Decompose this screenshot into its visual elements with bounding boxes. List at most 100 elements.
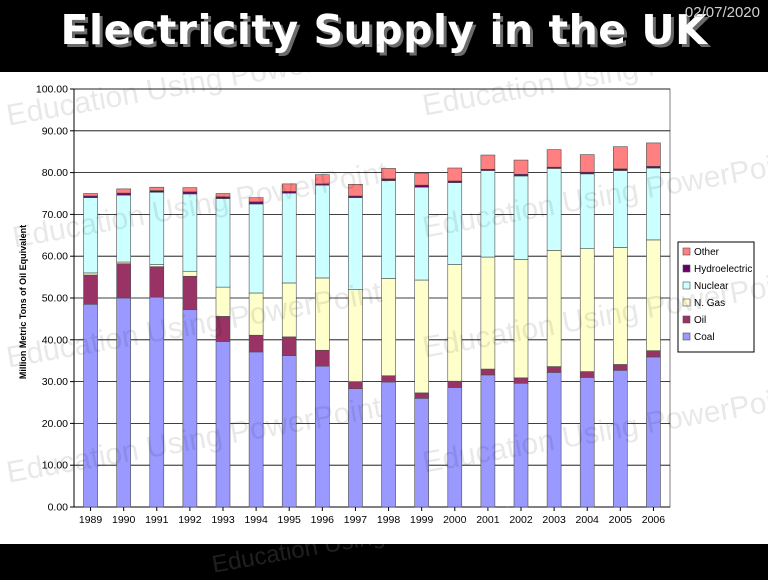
y-tick-label: 10.00 <box>42 460 68 472</box>
legend-label-nuclear: Nuclear <box>694 281 729 292</box>
bar-n-gas-2000 <box>447 264 463 382</box>
bar-stack-1994 <box>248 197 264 508</box>
bar-other-2000 <box>447 167 463 182</box>
bar-nuclear-1991 <box>149 191 165 265</box>
bar-stack-1993 <box>215 193 231 508</box>
bar-coal-1995 <box>281 355 297 508</box>
bar-oil-1999 <box>414 392 429 399</box>
slide-date: 02/07/2020 <box>684 4 760 21</box>
bar-coal-1992 <box>182 309 198 508</box>
bar-nuclear-1996 <box>315 184 330 279</box>
bottom-bar: Education Using PowerPoint <box>0 499 768 579</box>
bar-other-2005 <box>613 146 628 170</box>
bar-hydroelectric-1990 <box>116 192 131 196</box>
bar-nuclear-1994 <box>248 203 264 294</box>
bar-oil-1994 <box>248 334 264 353</box>
bar-other-2006 <box>646 142 661 167</box>
bar-hydroelectric-1999 <box>414 184 429 188</box>
bar-stack-2001 <box>480 154 496 508</box>
slide-canvas: 0.00 10.00 20.00 30.00 40.00 50.00 60.00 70.00 8… <box>0 24 768 544</box>
bar-other-1997 <box>348 184 363 197</box>
y-axis-label: Million Metric Tons of Oil Equivalent <box>18 225 28 379</box>
legend-swatch-hydroelectric <box>682 264 691 273</box>
bar-nuclear-2005 <box>613 170 628 248</box>
bar-oil-2002 <box>513 377 529 384</box>
legend-label-other: Other <box>694 247 720 258</box>
bar-stack-2004 <box>579 154 595 508</box>
bar-coal-1991 <box>149 296 165 508</box>
bar-nuclear-1997 <box>348 197 363 290</box>
legend-swatch-other <box>682 247 691 256</box>
legend-swatch-coal <box>682 332 691 341</box>
bar-nuclear-1989 <box>83 197 98 274</box>
bar-other-1993 <box>215 193 231 198</box>
bar-nuclear-1999 <box>414 186 429 281</box>
bar-oil-2004 <box>579 371 595 378</box>
bar-coal-1998 <box>381 381 396 508</box>
bar-coal-2004 <box>579 377 595 508</box>
stacked-bar-chart: 0.00 10.00 20.00 30.00 40.00 50.00 60.00 70.00 8… <box>18 84 755 526</box>
bar-nuclear-2006 <box>646 167 661 241</box>
y-tick-label: 80.00 <box>42 167 68 179</box>
bar-oil-2003 <box>546 366 562 373</box>
y-tick-label: 100.00 <box>36 84 68 96</box>
legend-label-n-gas: N. Gas <box>694 298 725 309</box>
bar-coal-1989 <box>83 303 98 508</box>
bar-n-gas-1991 <box>149 264 165 267</box>
bar-stack-2000 <box>447 167 463 508</box>
bar-oil-1997 <box>348 381 363 390</box>
bar-stack-1997 <box>348 184 363 508</box>
bar-other-1989 <box>83 193 98 197</box>
x-tick-label: 1997 <box>344 514 368 526</box>
slide-title: Electricity Supply in the UK <box>60 6 708 54</box>
bar-n-gas-1989 <box>83 272 98 276</box>
bar-other-1992 <box>182 187 198 193</box>
bar-coal-2006 <box>646 356 661 508</box>
bar-coal-1993 <box>215 341 231 508</box>
legend-box <box>677 241 755 353</box>
bar-other-1990 <box>116 188 131 194</box>
legend: Other Hydroelectric Nuclear N. Gas Oil Coal <box>677 241 755 353</box>
bar-n-gas-1992 <box>182 270 198 277</box>
x-tick-label: 2001 <box>476 514 500 526</box>
y-tick-label: 90.00 <box>42 125 68 137</box>
x-tick-label: 1995 <box>278 514 302 526</box>
bar-nuclear-2001 <box>480 170 496 258</box>
bar-hydroelectric-1992 <box>182 191 198 195</box>
bar-stack-1995 <box>281 183 297 508</box>
legend-swatch-nuclear <box>682 281 691 290</box>
bar-stack-1996 <box>315 174 330 508</box>
bar-other-1998 <box>381 168 396 180</box>
y-tick-label: 70.00 <box>42 209 68 221</box>
bar-n-gas-1994 <box>248 292 264 336</box>
bar-oil-2006 <box>646 350 661 358</box>
bar-other-1999 <box>414 173 429 186</box>
bar-nuclear-1995 <box>281 192 297 284</box>
bar-nuclear-1990 <box>116 194 131 263</box>
legend-label-coal: Coal <box>694 332 715 343</box>
bar-nuclear-2002 <box>513 175 529 260</box>
y-tick-label: 0.00 <box>48 502 69 514</box>
bar-other-1991 <box>149 186 165 191</box>
bar-n-gas-1995 <box>281 282 297 338</box>
title-bar: Electricity Supply in the UK 02/07/2020 <box>0 0 768 72</box>
bar-stack-1992 <box>182 187 198 508</box>
plot-area <box>73 88 671 508</box>
bar-coal-1990 <box>116 297 131 508</box>
bar-oil-2001 <box>480 368 496 376</box>
bar-n-gas-2004 <box>579 248 595 372</box>
bar-other-2004 <box>579 154 595 173</box>
bar-coal-1999 <box>414 398 429 508</box>
bar-other-2002 <box>513 159 529 175</box>
bar-oil-1991 <box>149 266 165 298</box>
bar-n-gas-2005 <box>613 247 628 365</box>
bar-other-1995 <box>281 183 297 192</box>
x-tick-label: 2006 <box>642 514 666 526</box>
x-tick-label: 2005 <box>609 514 633 526</box>
bar-n-gas-2002 <box>513 259 529 379</box>
bar-oil-1989 <box>83 274 98 305</box>
bar-nuclear-1993 <box>215 198 231 288</box>
bar-n-gas-1997 <box>348 289 363 382</box>
bar-nuclear-1992 <box>182 193 198 272</box>
bar-n-gas-1993 <box>215 286 231 317</box>
